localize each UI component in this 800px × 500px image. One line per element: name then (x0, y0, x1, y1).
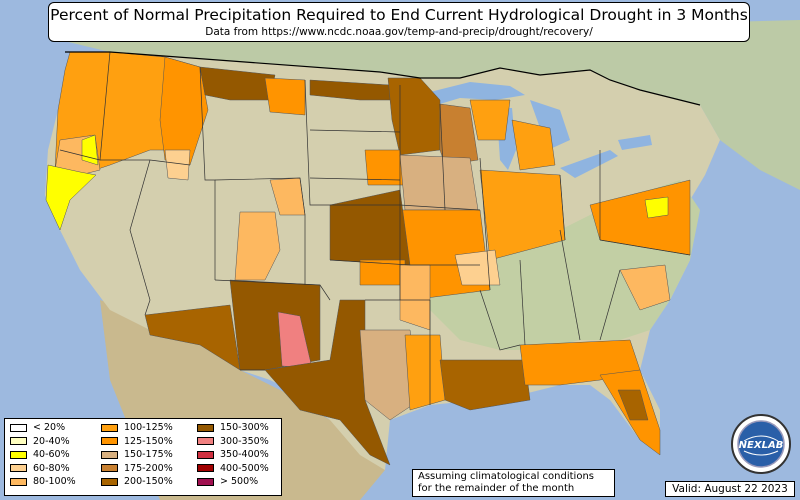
canada-landmass (60, 20, 800, 190)
legend: < 20% 20-40% 40-60% 60-80% 80-100% 100-1… (4, 418, 282, 496)
region-arizona-brown (144, 304, 241, 371)
legend-item: 350-400% (197, 448, 269, 462)
legend-item: 400-500% (197, 462, 269, 476)
legend-item: 175-200% (101, 462, 173, 476)
legend-column-2: 100-125% 125-150% 150-175% 175-200% 200-… (101, 421, 173, 489)
legend-swatch (197, 437, 214, 446)
international-border (65, 51, 701, 106)
map-subtitle: Data from https://www.ncdc.noaa.gov/temp… (205, 26, 593, 38)
legend-swatch (101, 450, 118, 459)
region-michigan-lp (511, 119, 556, 171)
region-montana-brown (199, 66, 276, 101)
legend-swatch (197, 450, 214, 459)
legend-swatch (10, 477, 27, 486)
legend-item: 60-80% (10, 462, 76, 476)
region-florida-brown (617, 389, 649, 421)
lake-erie (560, 150, 618, 178)
legend-swatch (101, 423, 118, 432)
map-title: Percent of Normal Precipitation Required… (50, 6, 748, 24)
legend-item: 40-60% (10, 448, 76, 462)
legend-item: 200-150% (101, 475, 173, 489)
region-oregon-yellow (81, 134, 99, 166)
region-louisiana-orange (404, 334, 446, 411)
region-gulf-brown (439, 359, 531, 411)
legend-item: 150-175% (101, 448, 173, 462)
legend-item: 20-40% (10, 435, 76, 449)
legend-item: > 500% (197, 475, 269, 489)
legend-swatch (10, 423, 27, 432)
lake-huron (530, 100, 570, 150)
valid-date: Valid: August 22 2023 (665, 481, 795, 497)
region-maryland-yellow (644, 196, 669, 219)
legend-item: < 20% (10, 421, 76, 435)
region-iowa (399, 154, 479, 211)
legend-swatch (10, 464, 27, 473)
region-west-texas-brown (264, 299, 391, 466)
region-kentucky-tan (454, 249, 501, 286)
state-borders (59, 51, 691, 405)
legend-column-1: < 20% 20-40% 40-60% 60-80% 80-100% (10, 421, 76, 489)
region-montana-orange (264, 77, 306, 116)
legend-swatch (101, 437, 118, 446)
legend-swatch (101, 464, 118, 473)
region-idaho-tan (164, 149, 191, 181)
region-carolina-tan (619, 264, 671, 311)
region-utah-colorado-orange (234, 211, 281, 281)
region-texas-tan (359, 329, 421, 421)
legend-swatch (10, 437, 27, 446)
lake-superior (430, 82, 525, 104)
legend-swatch (197, 423, 214, 432)
region-north-dakota-brown (309, 79, 393, 101)
assumption-note: Assuming climatological conditions for t… (412, 469, 615, 497)
title-box: Percent of Normal Precipitation Required… (48, 2, 750, 42)
legend-item: 100-125% (101, 421, 173, 435)
region-california-yellow (45, 164, 97, 231)
logo-text: NEXLAB (739, 440, 784, 451)
lake-ontario (618, 135, 652, 150)
legend-swatch (10, 450, 27, 459)
legend-item: 300-350% (197, 435, 269, 449)
legend-item: 150-300% (197, 421, 269, 435)
region-kansas-orange (359, 259, 406, 286)
region-oklahoma-tan (399, 264, 431, 331)
region-michigan-up (469, 99, 511, 141)
nexlab-logo: NEXLAB (731, 414, 791, 474)
legend-swatch (197, 477, 214, 486)
legend-swatch (101, 477, 118, 486)
legend-column-3: 150-300% 300-350% 350-400% 400-500% > 50… (197, 421, 269, 489)
legend-swatch (197, 464, 214, 473)
legend-item: 125-150% (101, 435, 173, 449)
legend-item: 80-100% (10, 475, 76, 489)
